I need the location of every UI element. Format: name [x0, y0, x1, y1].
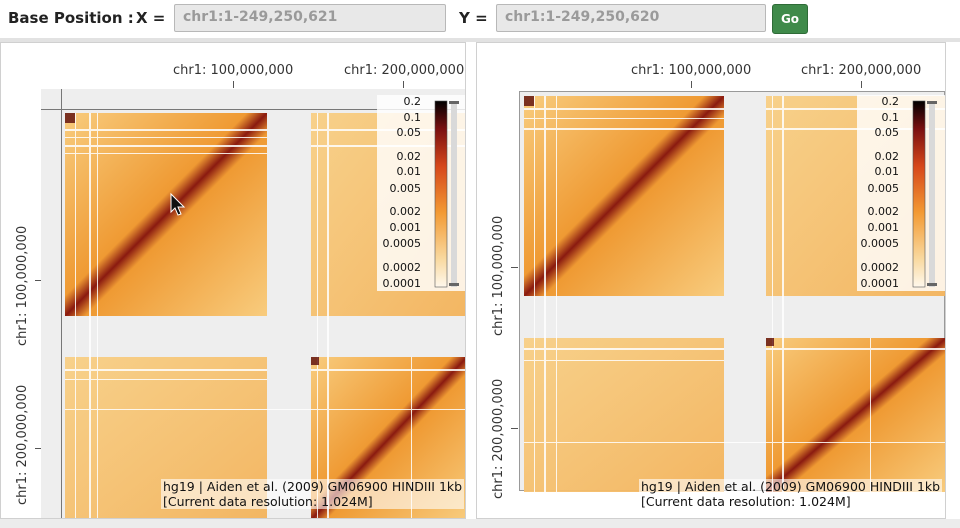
data-resolution: [Current data resolution: 1.024M] — [163, 494, 373, 509]
legend-value: 0.1 — [881, 111, 900, 124]
data-resolution: [Current data resolution: 1.024M] — [641, 494, 851, 509]
left-heatmap-view[interactable]: chr1: 100,000,000 chr1: 200,000,000 chr1… — [0, 42, 466, 519]
legend-value: 0.0001 — [860, 277, 900, 290]
dataset-info: hg19 | Aiden et al. (2009) GM06900 HINDI… — [639, 479, 943, 509]
legend-value: 0.02 — [396, 150, 422, 163]
legend-value: 0.0005 — [860, 237, 900, 250]
color-scale-legend: 0.2 0.1 0.05 0.02 0.01 0.005 0.002 0.001… — [857, 95, 945, 291]
legend-value: 0.001 — [389, 221, 422, 234]
y-label: Y = — [459, 9, 488, 27]
legend-value: 0.02 — [874, 150, 900, 163]
x-tick-label: chr1: 100,000,000 — [173, 63, 294, 78]
y-tick-label: chr1: 100,000,000 — [15, 225, 30, 346]
legend-value: 0.002 — [867, 205, 900, 218]
legend-value: 0.0002 — [382, 261, 422, 274]
go-button[interactable]: Go — [772, 4, 808, 34]
legend-value: 0.001 — [867, 221, 900, 234]
x-tick-mark — [233, 81, 234, 88]
x-tick-label: chr1: 200,000,000 — [344, 63, 465, 78]
y-tick-mark — [511, 428, 518, 429]
legend-value: 0.005 — [389, 182, 422, 195]
x-tick-mark — [861, 81, 862, 88]
dataset-name: hg19 | Aiden et al. (2009) GM06900 HINDI… — [641, 479, 941, 494]
y-tick-mark — [35, 448, 42, 449]
y-tick-label: chr1: 100,000,000 — [491, 215, 506, 336]
legend-value: 0.005 — [867, 182, 900, 195]
legend-value: 0.2 — [881, 95, 900, 108]
y-position-input[interactable]: chr1:1-249,250,620 — [496, 4, 766, 32]
color-scale-legend: 0.2 0.1 0.05 0.02 0.01 0.005 0.002 0.001… — [377, 95, 465, 291]
legend-value: 0.002 — [389, 205, 422, 218]
legend-value: 0.1 — [403, 111, 422, 124]
color-scale-bar — [434, 100, 459, 288]
legend-value: 0.01 — [874, 165, 900, 178]
legend-value: 0.05 — [396, 126, 422, 139]
toolbar-divider — [0, 38, 960, 42]
dataset-info: hg19 | Aiden et al. (2009) GM06900 HINDI… — [161, 479, 465, 509]
legend-value: 0.05 — [874, 126, 900, 139]
x-tick-mark — [691, 81, 692, 88]
x-label: X = — [136, 9, 166, 27]
legend-value: 0.0001 — [382, 277, 422, 290]
legend-value: 0.0002 — [860, 261, 900, 274]
legend-value: 0.0005 — [382, 237, 422, 250]
y-tick-label: chr1: 200,000,000 — [491, 378, 506, 499]
x-tick-label: chr1: 200,000,000 — [801, 63, 922, 78]
right-heatmap-view[interactable]: chr1: 100,000,000 chr1: 200,000,000 chr1… — [476, 42, 946, 519]
x-tick-mark — [403, 81, 404, 88]
toolbar: Base Position : X = chr1:1-249,250,621 Y… — [0, 0, 960, 38]
footer-divider — [0, 519, 960, 528]
legend-value: 0.01 — [396, 165, 422, 178]
base-position-label: Base Position : — [8, 9, 134, 27]
color-scale-bar — [912, 100, 937, 288]
y-tick-label: chr1: 200,000,000 — [15, 384, 30, 505]
y-tick-mark — [511, 267, 518, 268]
dataset-name: hg19 | Aiden et al. (2009) GM06900 HINDI… — [163, 479, 463, 494]
legend-value: 0.2 — [403, 95, 422, 108]
y-tick-mark — [35, 280, 42, 281]
x-position-input[interactable]: chr1:1-249,250,621 — [174, 4, 446, 32]
mouse-cursor-icon — [170, 192, 186, 216]
x-tick-label: chr1: 100,000,000 — [631, 63, 752, 78]
